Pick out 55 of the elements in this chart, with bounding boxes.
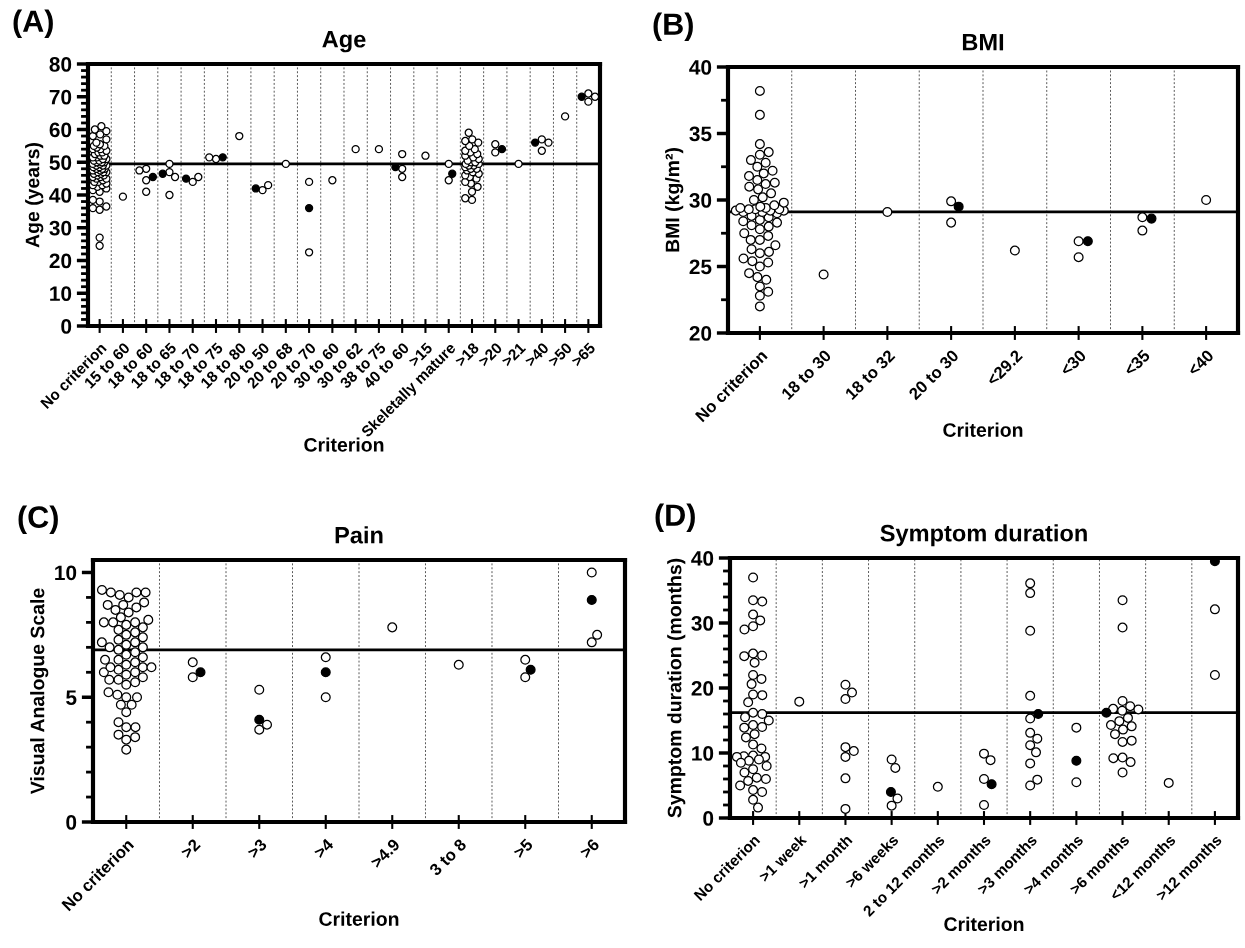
x-tick-label: <30 (1059, 349, 1087, 377)
y-tick-label: 30 (691, 616, 714, 631)
x-axis-title: Criterion (944, 916, 1024, 932)
x-tick-label: <35 (1123, 348, 1151, 377)
y-tick-label: 40 (49, 188, 72, 203)
x-tick-label: 3 to 8 (428, 837, 468, 877)
y-axis-title: BMI (kg/m²) (665, 148, 684, 252)
y-tick-label: 40 (689, 60, 712, 75)
x-tick-label: >40 (524, 342, 550, 368)
y-tick-label: 30 (689, 193, 712, 208)
y-tick-label: 20 (691, 681, 714, 696)
y-tick-label: 80 (49, 57, 72, 72)
y-tick-label: 0 (61, 319, 72, 334)
chart-title: Age (322, 31, 366, 53)
text: (D) (655, 503, 695, 532)
y-tick-label: 50 (49, 155, 72, 170)
x-tick-label: >5 (512, 838, 534, 859)
y-tick-label: 30 (49, 220, 72, 236)
x-tick-label: >3 (246, 838, 268, 859)
y-tick-label: 0 (703, 811, 714, 826)
y-tick-label: 0 (66, 815, 77, 830)
y-tick-label: 70 (49, 89, 72, 105)
x-axis-title: Criterion (943, 422, 1023, 437)
x-tick-label: >50 (547, 342, 573, 368)
text: (B) (653, 12, 693, 41)
x-axis-title: Criterion (319, 911, 399, 926)
y-tick-label: 20 (689, 326, 712, 341)
chart-title: Pain (335, 526, 383, 544)
y-tick-label: 25 (689, 259, 712, 275)
y-tick-label: 10 (55, 565, 77, 581)
x-tick-label: >21 (500, 341, 527, 367)
x-axis-title: Criterion (304, 437, 384, 452)
text: (A) (13, 9, 53, 38)
x-tick-label: 20 to 30 (907, 349, 960, 401)
y-tick-label: 10 (50, 286, 72, 301)
text: (C) (18, 505, 58, 534)
x-tick-label: >18 (454, 341, 480, 368)
chart-title: Symptom duration (880, 524, 1087, 547)
y-axis-title: Symptom duration (months) (667, 558, 686, 818)
x-tick-label: >2 (180, 838, 201, 859)
x-tick-label: >65 (570, 341, 596, 368)
y-axis-title: Age (years) (25, 143, 44, 248)
y-tick-label: 5 (66, 690, 77, 705)
x-tick-label: 18 to 32 (844, 349, 896, 401)
y-tick-label: 35 (689, 126, 712, 142)
y-tick-label: 60 (49, 122, 72, 138)
y-tick-label: 40 (691, 551, 714, 566)
y-axis-title: Visual Analogue Scale (30, 588, 49, 795)
x-tick-label: <40 (1186, 349, 1215, 377)
y-tick-label: 10 (692, 746, 714, 761)
y-tick-label: 20 (49, 253, 72, 269)
x-tick-label: >6 (579, 838, 600, 859)
x-tick-label: 18 to 30 (780, 349, 832, 401)
x-tick-label: >4 (313, 837, 335, 859)
chart-title: BMI (962, 34, 1004, 51)
